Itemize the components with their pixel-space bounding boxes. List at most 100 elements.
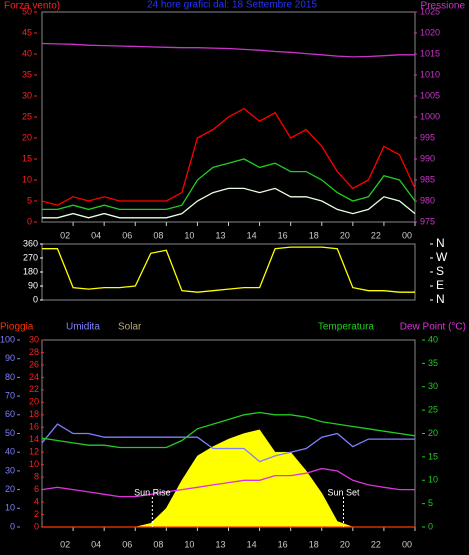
y-tick-label: 20: [5, 484, 15, 494]
legend-entry: Dew Point (°C): [400, 322, 466, 333]
y-tick-label: 0: [428, 521, 433, 531]
y-tick-label: 15: [22, 153, 32, 163]
y-tick-label: 30: [29, 334, 39, 344]
x-tick-label: 16: [278, 230, 288, 240]
y-tick-label: 90: [28, 280, 38, 290]
y-tick-label: 20: [428, 428, 438, 438]
x-tick-label: 06: [122, 539, 132, 549]
y-tick-label: 12: [29, 447, 39, 457]
line: [42, 158, 416, 211]
y-tick-label: 6: [34, 484, 39, 494]
y-tick-label: 995: [420, 132, 435, 142]
y-tick-label: 8: [34, 472, 39, 482]
y-tick-label: 1010: [420, 69, 440, 79]
y-tick-label: 30: [428, 381, 438, 391]
y-tick-label: 980: [420, 195, 435, 205]
x-tick-label: 00: [402, 539, 412, 549]
y-tick-label: 0: [34, 521, 39, 531]
x-tick-label: 08: [153, 230, 163, 240]
x-tick-label: 06: [122, 230, 132, 240]
y-tick-label: 25: [428, 405, 438, 415]
x-tick-label: 00: [402, 230, 412, 240]
x-tick-label: 04: [91, 230, 101, 240]
legend-entry: Umidita: [66, 322, 100, 333]
annotation-text: Sun Rise: [134, 487, 171, 497]
y-tick-label: 990: [420, 153, 435, 163]
x-tick-label: 18: [309, 539, 319, 549]
y-tick-label: 15: [428, 451, 438, 461]
x-tick-label: 02: [60, 230, 70, 240]
line: [41, 423, 415, 463]
y-tick-label: 16: [29, 422, 39, 432]
x-tick-label: 10: [184, 539, 194, 549]
y-tick-label: 22: [29, 384, 39, 394]
y-tick-label: 40: [428, 334, 438, 344]
y-tick-label: 80: [5, 372, 15, 382]
y-tick-label: 10: [5, 503, 15, 513]
y-tick-label: 0: [27, 216, 32, 226]
y-tick-label: 270: [23, 252, 38, 262]
y-tick-label: 0: [33, 294, 38, 304]
y-tick-label: 10: [22, 174, 32, 184]
y-tick-label: 45: [22, 27, 32, 37]
y-tick-label: 975: [420, 216, 435, 226]
y-axis-label: Forza vento): [4, 1, 60, 12]
y-tick-label: 14: [29, 434, 39, 444]
y-tick-label: 30: [22, 90, 32, 100]
line: [42, 187, 416, 219]
y-tick-label: 1025: [420, 6, 440, 16]
y-tick-label: 2: [34, 509, 39, 519]
x-tick-label: 13: [215, 539, 225, 549]
y-tick-label: N: [436, 236, 445, 250]
y-tick-label: 50: [22, 6, 32, 16]
y-tick-label: 985: [420, 174, 435, 184]
line: [41, 467, 415, 498]
annotation-text: Sun Set: [327, 487, 360, 497]
y-tick-label: 1015: [420, 48, 440, 58]
x-tick-label: 13: [215, 230, 225, 240]
y-tick-label: E: [436, 278, 444, 292]
y-tick-label: 26: [29, 359, 39, 369]
y-tick-label: N: [436, 292, 445, 306]
y-tick-label: 28: [29, 347, 39, 357]
x-tick-label: 02: [60, 539, 70, 549]
legend-entry: Pioggia: [0, 322, 34, 333]
y-tick-label: 180: [23, 266, 38, 276]
x-tick-label: 20: [340, 230, 350, 240]
y-tick-label: 70: [5, 390, 15, 400]
x-tick-label: 20: [340, 539, 350, 549]
line: [41, 411, 416, 449]
y-tick-label: 20: [22, 132, 32, 142]
y-tick-label: S: [436, 264, 444, 278]
y-tick-label: 60: [5, 409, 15, 419]
y-tick-label: 10: [29, 459, 39, 469]
y-tick-label: 50: [5, 428, 15, 438]
x-tick-label: 04: [91, 539, 101, 549]
legend-entry: Solar: [118, 322, 142, 333]
y-tick-label: 25: [22, 111, 32, 121]
y-tick-label: 1020: [420, 27, 440, 37]
y-tick-label: W: [436, 250, 448, 264]
y-tick-label: 1000: [420, 111, 440, 121]
x-tick-label: 16: [278, 539, 288, 549]
y-tick-label: 1005: [420, 90, 440, 100]
y-tick-label: 35: [428, 358, 438, 368]
y-tick-label: 20: [29, 397, 39, 407]
y-tick-label: 360: [23, 238, 38, 248]
y2-axis-label: Pressione: [421, 1, 466, 12]
y-tick-label: 40: [22, 48, 32, 58]
chart-title: 24 hore grafici dal: 18 Settembre 2015: [147, 0, 318, 11]
y-tick-label: 18: [29, 409, 39, 419]
x-tick-label: 08: [153, 539, 163, 549]
y-tick-label: 90: [5, 353, 15, 363]
x-tick-label: 22: [371, 230, 381, 240]
x-tick-label: 10: [184, 230, 194, 240]
x-tick-label: 14: [247, 539, 257, 549]
x-tick-label: 22: [371, 539, 381, 549]
line: [41, 42, 415, 58]
y-tick-label: 40: [5, 447, 15, 457]
y-tick-label: 35: [22, 69, 32, 79]
y-tick-label: 4: [34, 496, 39, 506]
y-tick-label: 100: [0, 334, 15, 344]
y-tick-label: 24: [29, 372, 39, 382]
